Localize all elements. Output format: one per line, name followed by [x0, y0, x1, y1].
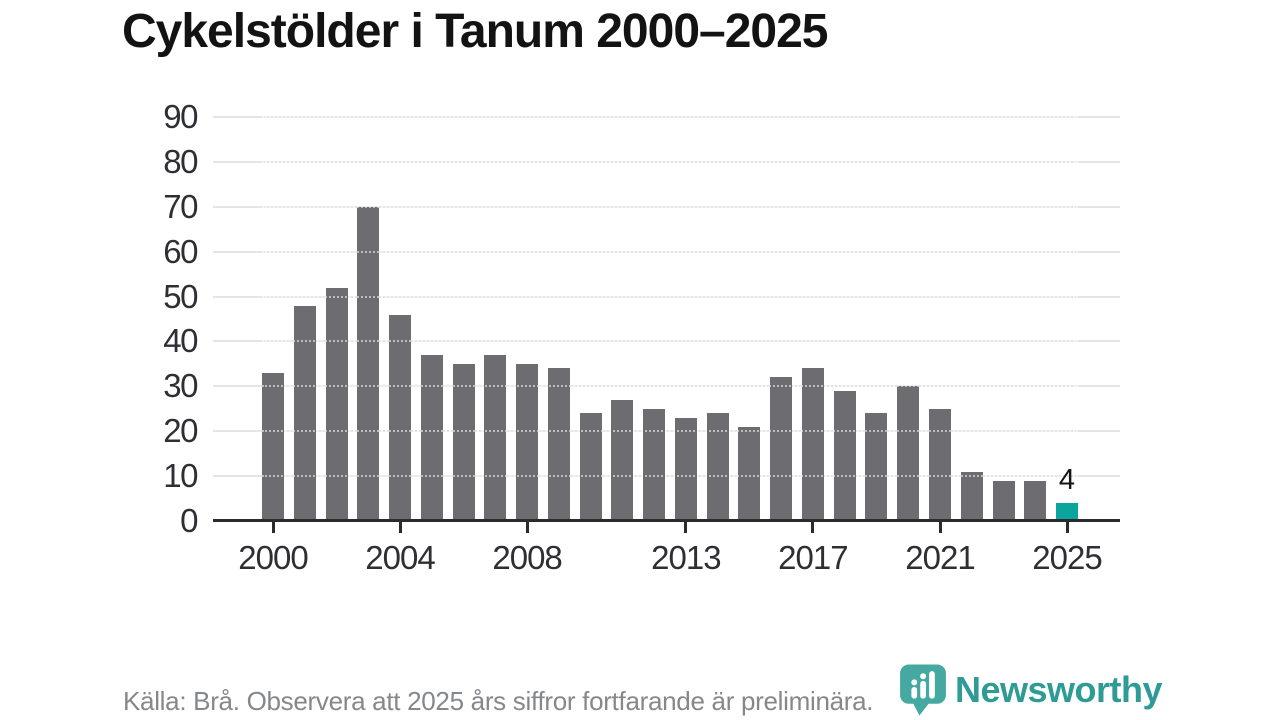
gridline-overlay-10: [262, 475, 1078, 478]
gridline-overlay-60: [262, 250, 1078, 253]
x-axis-tick-2017: [811, 522, 815, 533]
bar-2008: [516, 363, 539, 521]
newsworthy-logo-icon: [900, 664, 946, 716]
gridline-overlay-40: [262, 340, 1078, 343]
bar-2001: [293, 305, 316, 521]
y-axis-label-0: 0: [180, 502, 198, 539]
y-axis-label-90: 90: [163, 98, 198, 135]
bar-2018: [833, 390, 856, 521]
newsworthy-logo-text: Newsworthy: [955, 668, 1163, 710]
bar-2019: [865, 413, 888, 521]
gridline-overlay-70: [262, 205, 1078, 208]
bar-2024: [1024, 480, 1047, 521]
x-axis-tick-2013: [684, 522, 688, 533]
bar-2005: [420, 354, 443, 521]
gridline-overlay-50: [262, 295, 1078, 298]
x-axis-label-2000: 2000: [238, 539, 308, 576]
y-axis-label-30: 30: [163, 367, 198, 405]
highlight-value-label: 4: [1058, 464, 1076, 496]
bar-2000: [262, 372, 284, 521]
bar-2004: [389, 314, 411, 521]
x-axis-tick-2004: [398, 522, 402, 533]
x-axis-label-2025: 2025: [1032, 539, 1102, 576]
bar-2016: [770, 377, 793, 521]
bar-2025: [1056, 503, 1078, 521]
bar-2023: [992, 480, 1015, 521]
bar-2014: [706, 413, 729, 521]
source-note: Källa: Brå. Observera att 2025 års siffr…: [123, 686, 874, 716]
bar-2007: [484, 354, 507, 521]
y-axis-label-10: 10: [163, 457, 198, 495]
x-axis-tick-2000: [271, 522, 275, 533]
y-axis-label-60: 60: [163, 232, 198, 270]
y-axis-label-50: 50: [163, 277, 198, 315]
chart-title: Cykelstölder i Tanum 2000–2025: [122, 5, 828, 58]
y-axis-label-80: 80: [163, 142, 198, 180]
x-axis-label-2013: 2013: [651, 539, 721, 576]
bar-2006: [452, 363, 475, 521]
gridline-overlay-30: [262, 385, 1078, 388]
x-axis-line: [213, 519, 1120, 522]
bar-2002: [325, 287, 348, 521]
bar-2011: [611, 399, 634, 521]
gridline-overlay-20: [262, 430, 1078, 433]
x-axis-tick-2008: [525, 522, 529, 533]
x-axis-label-2017: 2017: [778, 539, 848, 576]
bar-2020: [897, 386, 920, 521]
bar-2012: [643, 408, 666, 521]
y-axis-label-20: 20: [163, 412, 198, 450]
bar-2015: [738, 426, 761, 521]
x-axis-label-2004: 2004: [365, 539, 435, 576]
bar-2022: [960, 471, 983, 521]
y-axis-label-40: 40: [163, 322, 198, 360]
bar-2021: [929, 408, 951, 521]
bar-2009: [547, 368, 570, 521]
bar-2003: [357, 206, 380, 521]
x-axis-label-2008: 2008: [492, 539, 562, 576]
y-axis-label-70: 70: [163, 187, 198, 225]
newsworthy-logo[interactable]: Newsworthy: [898, 663, 1163, 716]
x-axis-tick-2021: [938, 522, 942, 533]
x-axis-tick-2025: [1065, 522, 1069, 533]
bar-2013: [674, 417, 697, 521]
bar-2010: [579, 413, 602, 521]
bar-2017: [801, 368, 824, 521]
gridline-overlay-80: [262, 160, 1078, 163]
gridline-overlay-90: [262, 116, 1078, 118]
x-axis-label-2021: 2021: [905, 539, 975, 576]
